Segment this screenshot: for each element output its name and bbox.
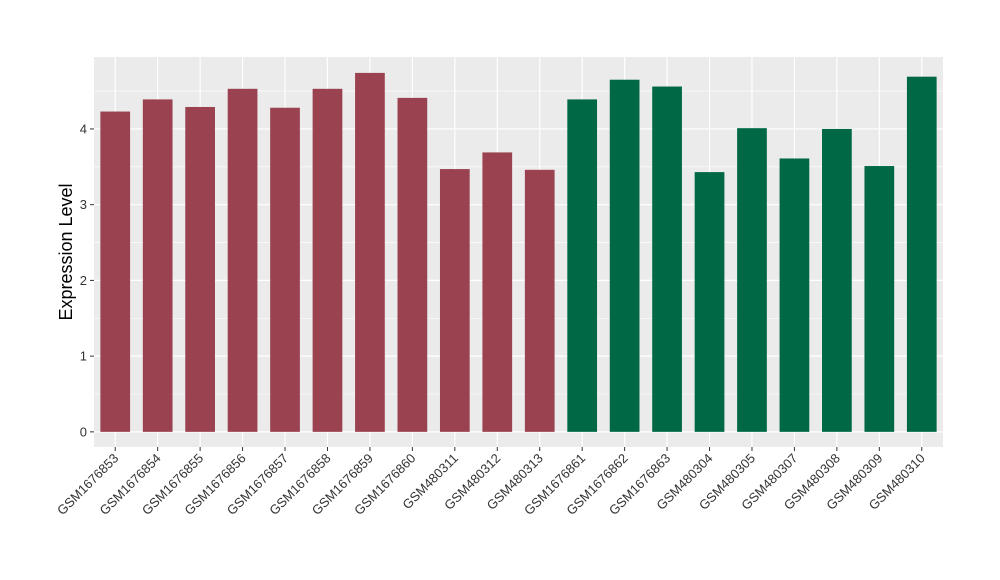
- bar-GSM480311: [439, 169, 470, 432]
- plot-panel: [94, 57, 943, 447]
- bar-GSM1676856: [227, 88, 258, 432]
- bar-GSM1676861: [567, 99, 598, 432]
- bar-GSM1676853: [100, 111, 131, 432]
- y-tick-label: 4: [80, 121, 87, 136]
- bar-GSM1676854: [142, 99, 173, 432]
- bar-GSM1676858: [312, 88, 343, 432]
- bar-GSM1676863: [652, 86, 682, 432]
- y-axis: 0 1 2 3 4: [80, 121, 94, 439]
- bar-GSM480305: [737, 128, 767, 432]
- bars: [100, 72, 937, 432]
- bar-GSM1676860: [397, 97, 428, 432]
- bar-GSM1676862: [609, 79, 640, 432]
- x-axis: GSM1676853GSM1676854GSM1676855GSM1676856…: [54, 447, 928, 518]
- bar-GSM480307: [779, 158, 810, 432]
- y-tick-label: 0: [80, 424, 87, 439]
- y-tick-label: 3: [80, 197, 87, 212]
- y-axis-title: Expression Level: [56, 183, 76, 320]
- y-tick-label: 2: [80, 273, 87, 288]
- bar-GSM480308: [822, 128, 852, 432]
- bar-GSM1676857: [270, 107, 300, 432]
- y-tick-label: 1: [80, 349, 87, 364]
- bar-GSM480313: [524, 169, 555, 432]
- bar-GSM480304: [694, 172, 725, 432]
- bar-GSM480310: [906, 76, 937, 432]
- bar-GSM480309: [864, 166, 895, 432]
- bar-GSM480312: [482, 152, 513, 432]
- bar-GSM1676859: [355, 72, 385, 432]
- bar-GSM1676855: [185, 106, 215, 432]
